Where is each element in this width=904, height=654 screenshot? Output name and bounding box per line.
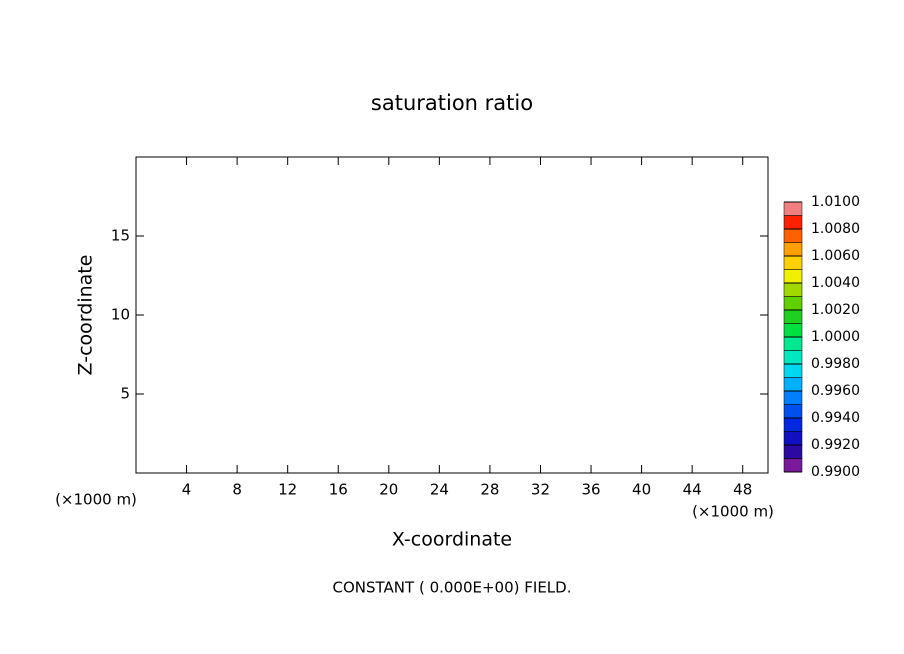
colorbar-label: 0.9940 bbox=[811, 410, 860, 426]
colorbar-label: 1.0060 bbox=[811, 248, 860, 264]
colorbar-label: 1.0020 bbox=[811, 302, 860, 318]
plot-frame bbox=[135, 156, 769, 474]
colorbar-bin bbox=[783, 431, 803, 446]
colorbar-label: 1.0000 bbox=[811, 329, 860, 345]
colorbar-bin bbox=[783, 242, 803, 257]
colorbar-bin bbox=[783, 417, 803, 432]
colorbar-bin bbox=[783, 444, 803, 459]
colorbar-bin bbox=[783, 350, 803, 365]
colorbar-bin bbox=[783, 296, 803, 311]
note: CONSTANT ( 0.000E+00) FIELD. bbox=[333, 579, 572, 597]
y-axis-label: Z-coordinate bbox=[75, 255, 97, 376]
y-tick-label: 10 bbox=[111, 306, 130, 324]
y-unit: (×1000 m) bbox=[55, 491, 137, 509]
y-tick-label: 5 bbox=[120, 385, 130, 403]
y-tick-label: 15 bbox=[111, 227, 130, 245]
colorbar-bin bbox=[783, 404, 803, 419]
colorbar-label: 0.9920 bbox=[811, 437, 860, 453]
colorbar-bin bbox=[783, 215, 803, 230]
colorbar-bin bbox=[783, 255, 803, 270]
colorbar-bin bbox=[783, 336, 803, 351]
colorbar-bin bbox=[783, 458, 803, 473]
chart-title: saturation ratio bbox=[371, 91, 533, 115]
x-tick-label: 48 bbox=[733, 481, 752, 499]
x-tick-label: 4 bbox=[182, 481, 192, 499]
colorbar-label: 1.0080 bbox=[811, 221, 860, 237]
colorbar-bin bbox=[783, 228, 803, 243]
colorbar-bin bbox=[783, 390, 803, 405]
x-tick-label: 44 bbox=[683, 481, 702, 499]
colorbar-label: 0.9960 bbox=[811, 383, 860, 399]
colorbar-label: 0.9980 bbox=[811, 356, 860, 372]
x-unit: (×1000 m) bbox=[692, 503, 774, 521]
colorbar-bin bbox=[783, 201, 803, 216]
colorbar-bin bbox=[783, 377, 803, 392]
x-tick-label: 8 bbox=[232, 481, 242, 499]
colorbar-bin bbox=[783, 309, 803, 324]
x-tick-label: 36 bbox=[581, 481, 600, 499]
x-tick-label: 32 bbox=[531, 481, 550, 499]
x-tick-label: 24 bbox=[430, 481, 449, 499]
x-axis-label: X-coordinate bbox=[392, 529, 512, 551]
colorbar-bin bbox=[783, 323, 803, 338]
x-tick-label: 16 bbox=[329, 481, 348, 499]
x-tick-label: 40 bbox=[632, 481, 651, 499]
colorbar-label: 1.0040 bbox=[811, 275, 860, 291]
x-tick-label: 28 bbox=[480, 481, 499, 499]
colorbar-bin bbox=[783, 363, 803, 378]
colorbar-bin bbox=[783, 282, 803, 297]
colorbar-label: 1.0100 bbox=[811, 194, 860, 210]
x-tick-label: 20 bbox=[379, 481, 398, 499]
colorbar-label: 0.9900 bbox=[811, 464, 860, 480]
x-tick-label: 12 bbox=[278, 481, 297, 499]
colorbar-bin bbox=[783, 269, 803, 284]
